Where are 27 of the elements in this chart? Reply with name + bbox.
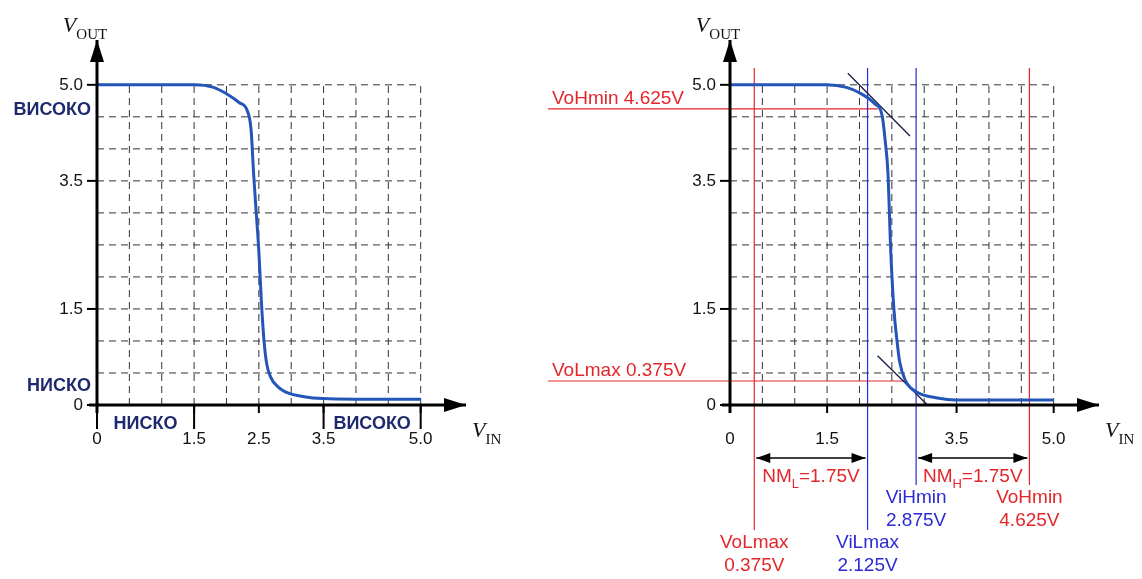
x-tick-label: 1.5 [815,428,839,448]
ref-line-label: VoLmax 0.375V [552,358,687,380]
x-tick-label: 3.5 [944,428,969,448]
y-tick-label: 0 [73,394,83,414]
x-tick-label: 5.0 [408,428,433,448]
y-tick-label: 5.0 [59,74,83,94]
ref-line-label: VoHmin 4.625V [996,486,1063,530]
ref-line-label: ViLmax 2.125V [836,531,900,575]
x-tick-label: 0 [725,428,735,448]
text: НИСКО [27,375,92,395]
x-tick-label: 0 [92,428,102,448]
y-tick-label: 1.5 [692,298,716,318]
x-tick-label: 2.5 [247,428,271,448]
x-tick-label: 1.5 [182,428,206,448]
ref-line-label: VoLmax 0.375V [719,531,790,575]
y-tick-label: 1.5 [59,298,83,318]
y-tick-label: 0 [706,394,716,414]
text: ВИСОКО [13,98,92,119]
y-tick-label: 3.5 [692,170,716,190]
ref-line-label: ViHmin 2.875V [885,486,947,530]
text: ВИСОКО [333,413,411,433]
ref-line-label: VoHmin 4.625V [552,86,685,108]
y-tick-label: 5.0 [692,74,716,94]
x-tick-label: 5.0 [1041,428,1066,448]
x-tick-label: 3.5 [311,428,336,448]
y-tick-label: 3.5 [59,170,83,190]
text: НИСКО [113,413,178,433]
